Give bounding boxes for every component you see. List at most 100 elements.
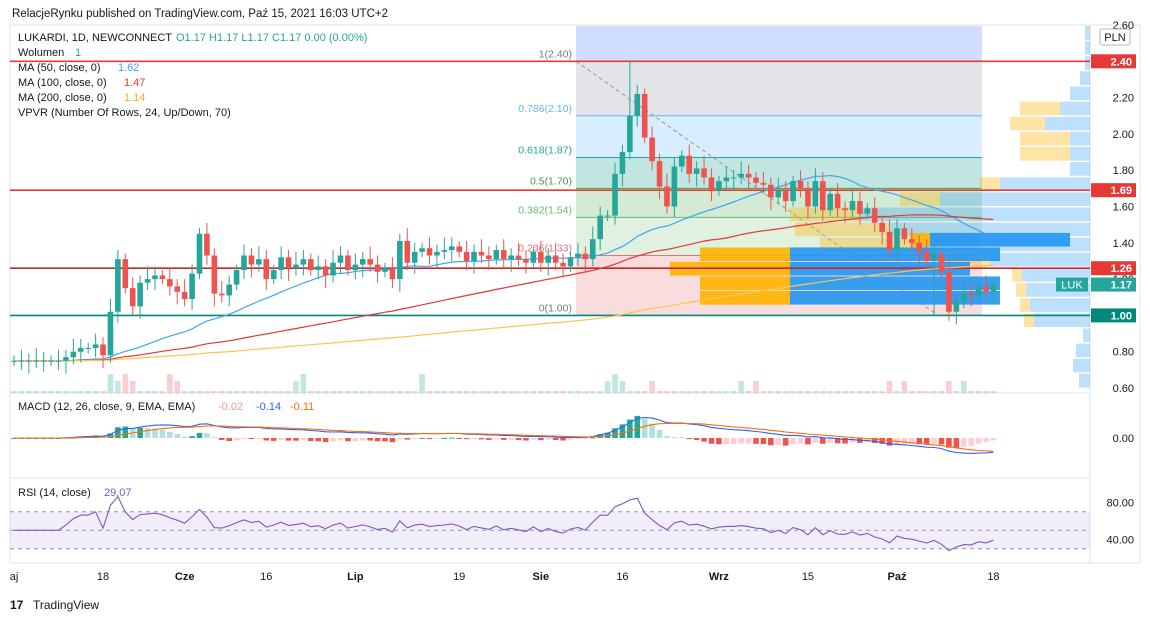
currency-badge[interactable]: PLN — [1099, 28, 1131, 46]
candle-body[interactable] — [448, 246, 455, 251]
candle-body[interactable] — [664, 186, 670, 207]
candle-body[interactable] — [693, 168, 700, 174]
candle-body[interactable] — [552, 255, 559, 263]
candle-body[interactable] — [278, 257, 284, 271]
candle-body[interactable] — [270, 270, 277, 280]
candle-body[interactable] — [797, 181, 804, 189]
price-label-badge[interactable] — [1091, 261, 1136, 276]
candle-body[interactable] — [782, 190, 789, 202]
candle-body[interactable] — [389, 268, 396, 280]
candle-body[interactable] — [181, 291, 188, 300]
time-axis[interactable]: aj 18 Cze 16 Lip 19 Sie 16 Wrz 15 Paź 18 — [10, 571, 1000, 583]
candle-body[interactable] — [923, 251, 930, 261]
candle-body[interactable] — [55, 360, 62, 362]
symbol-label[interactable]: LUKARDI, 1D, NEWCONNECT — [18, 32, 172, 44]
candle-body[interactable] — [634, 93, 641, 116]
candle-body[interactable] — [597, 215, 603, 240]
candle-body[interactable] — [352, 264, 359, 271]
candle-body[interactable] — [434, 251, 440, 256]
candle-body[interactable] — [233, 270, 240, 285]
rsi-label[interactable]: RSI (14, close) — [18, 487, 91, 499]
candle-body[interactable] — [990, 284, 997, 292]
candle-body[interactable] — [122, 259, 129, 289]
candle-body[interactable] — [330, 262, 336, 276]
candle-body[interactable] — [300, 259, 307, 265]
price-label-badge[interactable] — [1091, 54, 1136, 69]
candle-body[interactable] — [641, 93, 648, 138]
candle-body[interactable] — [374, 264, 381, 272]
candle-body[interactable] — [107, 311, 114, 356]
candle-body[interactable] — [263, 259, 270, 280]
candle-body[interactable] — [686, 155, 693, 174]
candle-body[interactable] — [604, 215, 611, 217]
candle-body[interactable] — [308, 259, 314, 271]
candle-body[interactable] — [359, 259, 366, 265]
candle-body[interactable] — [671, 166, 678, 207]
candle-body[interactable] — [144, 279, 151, 283]
candle-body[interactable] — [77, 348, 84, 352]
candlestick-series[interactable] — [11, 61, 997, 374]
candle-body[interactable] — [790, 181, 796, 202]
candle-body[interactable] — [819, 181, 826, 211]
candle-body[interactable] — [708, 177, 715, 191]
candle-body[interactable] — [441, 250, 448, 252]
candle-body[interactable] — [293, 264, 299, 269]
candle-body[interactable] — [500, 250, 507, 260]
candle-body[interactable] — [159, 275, 166, 280]
candle-body[interactable] — [63, 357, 69, 361]
candle-body[interactable] — [738, 173, 744, 178]
candle-body[interactable] — [968, 293, 974, 296]
price-axis[interactable]: 2.602.402.202.001.801.601.401.201.000.80… — [1056, 20, 1136, 395]
candle-body[interactable] — [137, 282, 143, 307]
candle-body[interactable] — [174, 286, 181, 292]
candle-body[interactable] — [404, 240, 411, 263]
candle-body[interactable] — [805, 188, 811, 207]
candle-body[interactable] — [723, 177, 730, 182]
candle-body[interactable] — [523, 259, 529, 263]
candle-body[interactable] — [679, 155, 685, 167]
candle-body[interactable] — [419, 248, 425, 252]
candle-body[interactable] — [241, 255, 247, 271]
candle-body[interactable] — [582, 253, 589, 260]
candle-body[interactable] — [508, 255, 514, 260]
price-label-badge[interactable] — [1091, 183, 1136, 198]
candle-body[interactable] — [960, 293, 967, 301]
candle-body[interactable] — [953, 300, 960, 312]
price-label-badge[interactable] — [1091, 277, 1136, 292]
candle-body[interactable] — [909, 239, 915, 243]
candle-body[interactable] — [619, 152, 626, 174]
candle-body[interactable] — [812, 181, 819, 207]
macd-label[interactable]: MACD (12, 26, close, 9, EMA, EMA) — [18, 401, 195, 413]
candle-body[interactable] — [515, 255, 522, 260]
candle-body[interactable] — [478, 251, 485, 256]
candle-body[interactable] — [100, 344, 106, 356]
candle-body[interactable] — [760, 182, 767, 185]
ma50-label[interactable]: MA (50, close, 0) — [18, 62, 101, 74]
candle-body[interactable] — [115, 259, 121, 312]
candle-body[interactable] — [656, 161, 663, 187]
candle-body[interactable] — [33, 360, 40, 362]
candle-body[interactable] — [322, 266, 329, 276]
candle-body[interactable] — [886, 231, 893, 251]
candle-body[interactable] — [256, 259, 262, 265]
candle-body[interactable] — [196, 233, 203, 274]
candle-body[interactable] — [931, 253, 937, 261]
candle-body[interactable] — [471, 251, 477, 261]
candle-body[interactable] — [716, 181, 722, 191]
candle-body[interactable] — [226, 284, 232, 296]
candle-body[interactable] — [701, 168, 707, 178]
candle-body[interactable] — [426, 248, 433, 256]
candle-body[interactable] — [567, 257, 574, 267]
candle-body[interactable] — [189, 273, 195, 300]
candle-body[interactable] — [493, 250, 500, 260]
candle-body[interactable] — [337, 255, 344, 263]
candle-body[interactable] — [248, 255, 255, 265]
symbol-tag-badge[interactable] — [1056, 277, 1088, 292]
candle-body[interactable] — [530, 251, 537, 263]
candle-body[interactable] — [842, 208, 848, 211]
candle-body[interactable] — [775, 190, 782, 198]
candle-body[interactable] — [612, 173, 618, 216]
candle-body[interactable] — [204, 233, 210, 256]
candle-body[interactable] — [218, 293, 225, 296]
candle-body[interactable] — [901, 228, 908, 240]
